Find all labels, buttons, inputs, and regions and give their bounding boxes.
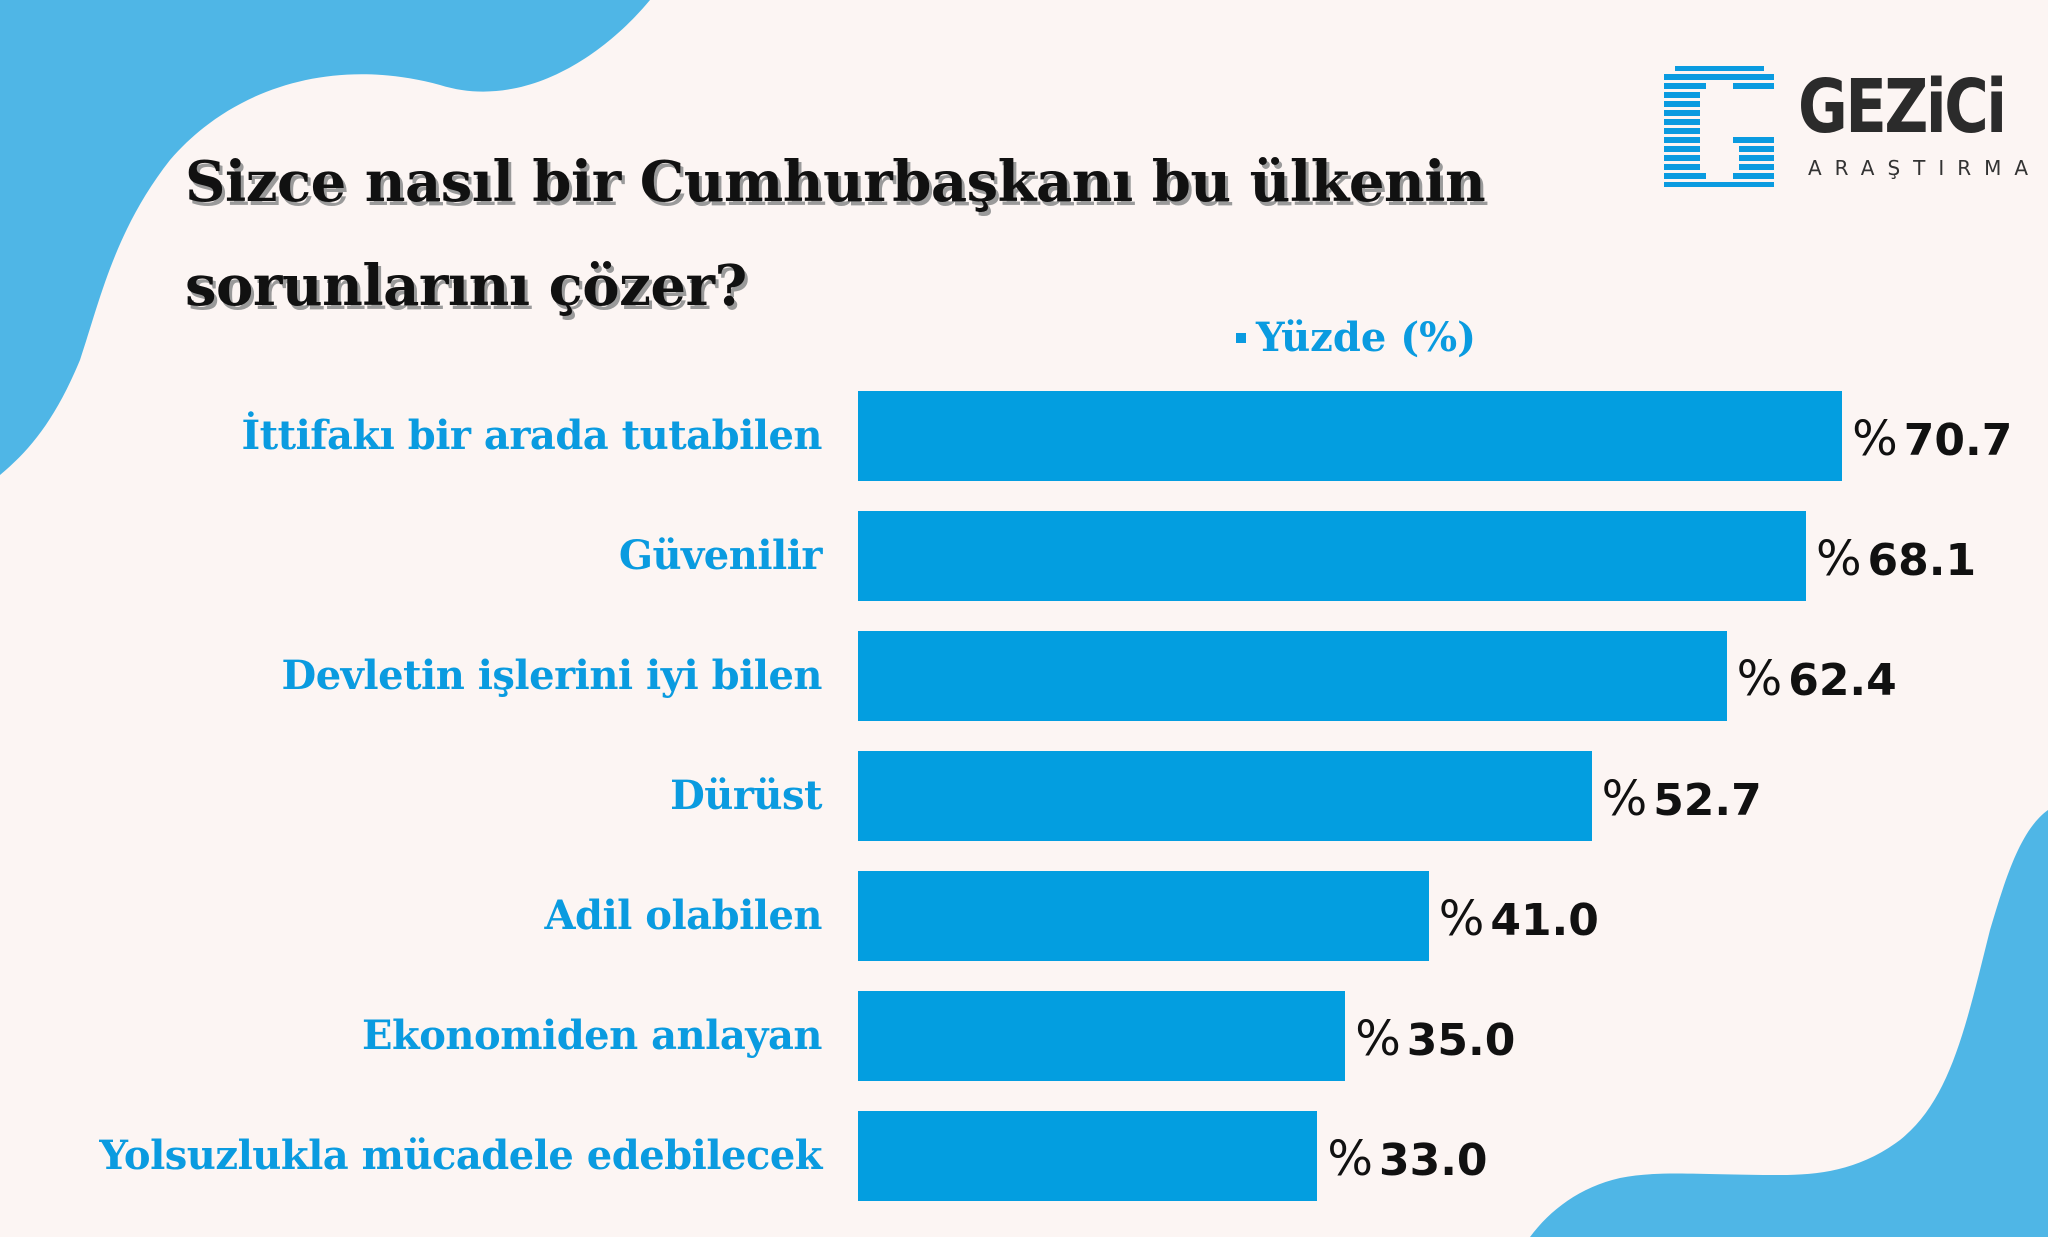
value-number: 62.4 <box>1788 655 1897 706</box>
category-label: Dürüst <box>670 772 822 819</box>
value-number: 52.7 <box>1653 775 1762 826</box>
value-number: 35.0 <box>1406 1015 1516 1066</box>
bar <box>858 991 1346 1081</box>
bar-row: Dürüst % 52.7 <box>0 751 2048 841</box>
value-label: % 35.0 <box>1355 991 1515 1081</box>
value-label: % 52.7 <box>1602 751 1762 841</box>
bar <box>858 511 1806 601</box>
bar-row: Devletin işlerini iyi bilen % 62.4 <box>0 631 2048 721</box>
category-label: Yolsuzlukla mücadele edebilecek <box>99 1132 822 1179</box>
percent-sign: % <box>1736 651 1783 707</box>
percent-sign: % <box>1355 1011 1401 1067</box>
value-label: % 70.7 <box>1852 391 2012 481</box>
bar <box>858 871 1429 961</box>
square-swatch-icon <box>1236 332 1246 343</box>
bar <box>858 631 1727 721</box>
category-label: Adil olabilen <box>544 892 822 939</box>
value-label: % 68.1 <box>1816 511 1976 601</box>
bar-row: Ekonomiden anlayan % 35.0 <box>0 991 2048 1081</box>
brand-logo-subtitle: ARAŞTIRMA <box>1808 156 2042 180</box>
percent-sign: % <box>1601 771 1648 827</box>
bottom-right-wave-shape <box>1530 810 2048 1237</box>
brand-logo-name: GEZiCi <box>1798 64 2007 150</box>
striped-g-logo-icon <box>1664 66 1774 187</box>
bar <box>858 1111 1318 1201</box>
category-label: Güvenilir <box>618 532 823 579</box>
bar <box>858 391 1843 481</box>
value-label: % 33.0 <box>1327 1111 1487 1201</box>
percent-sign: % <box>1852 411 1898 467</box>
percent-sign: % <box>1327 1131 1373 1187</box>
value-number: 70.7 <box>1903 415 2013 466</box>
top-left-wave-shape <box>0 0 650 475</box>
legend-label: Yüzde (%) <box>1256 314 1477 361</box>
chart-title: Sizce nasıl bir Cumhurbaşkanı bu ülkenin… <box>185 130 1585 338</box>
value-number: 41.0 <box>1490 895 1599 946</box>
brand-logo: GEZiCi ARAŞTIRMA <box>1660 60 2030 195</box>
chart-legend: Yüzde (%) <box>1236 314 1476 361</box>
category-label: İttifakı bir arada tutabilen <box>241 412 822 459</box>
chart-title-line-2: sorunlarını çözer? <box>185 253 747 319</box>
value-label: % 41.0 <box>1439 871 1599 961</box>
percent-sign: % <box>1438 891 1485 947</box>
bar <box>858 751 1592 841</box>
bar-row: İttifakı bir arada tutabilen % 70.7 <box>0 391 2048 481</box>
bar-row: Yolsuzlukla mücadele edebilecek % 33.0 <box>0 1111 2048 1201</box>
value-number: 68.1 <box>1867 535 1977 586</box>
category-label: Ekonomiden anlayan <box>362 1012 822 1059</box>
bar-row: Güvenilir % 68.1 <box>0 511 2048 601</box>
bar-row: Adil olabilen % 41.0 <box>0 871 2048 961</box>
value-label: % 62.4 <box>1737 631 1897 721</box>
category-label: Devletin işlerini iyi bilen <box>281 652 823 699</box>
chart-title-line-1: Sizce nasıl bir Cumhurbaşkanı bu ülkenin <box>185 149 1486 215</box>
value-number: 33.0 <box>1378 1135 1488 1186</box>
percent-sign: % <box>1815 531 1862 587</box>
